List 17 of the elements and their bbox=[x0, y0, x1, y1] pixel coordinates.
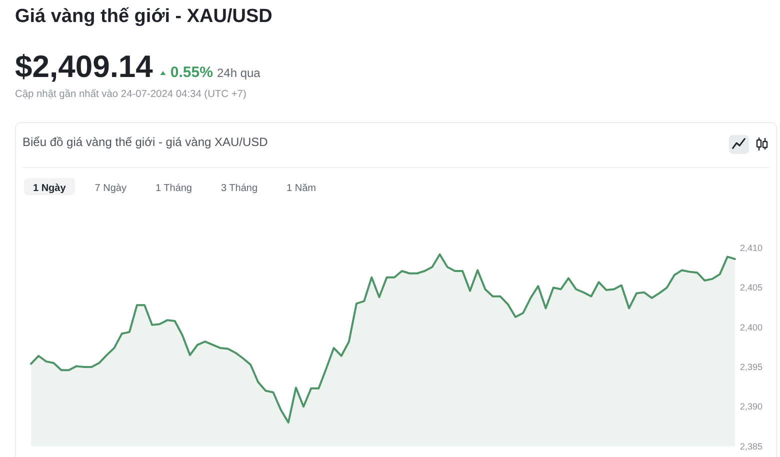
y-tick-label: 2,400 bbox=[740, 322, 763, 332]
text: 1 Ngày bbox=[33, 182, 66, 194]
text: Cập nhật gần nhất vào 24-07-2024 04:34 (UTC +7) bbox=[15, 89, 246, 100]
text: 24h qua bbox=[216, 66, 260, 80]
y-tick-label: 2,405 bbox=[740, 282, 763, 293]
text: 7 Ngày bbox=[94, 182, 126, 194]
y-tick-label: 2,410 bbox=[740, 243, 763, 253]
text: 0.55% bbox=[170, 64, 213, 81]
chart-title: Giá vàng thế giới - XAU/USD bbox=[15, 6, 272, 27]
text: $2,409.14 bbox=[15, 48, 153, 84]
text: 3 Tháng bbox=[221, 182, 258, 194]
y-tick-label: 2,390 bbox=[740, 402, 763, 412]
text: 1 Tháng bbox=[155, 182, 192, 194]
text: 1 Năm bbox=[286, 182, 316, 194]
y-tick-label: 2,395 bbox=[740, 362, 763, 372]
y-tick-label: 2,385 bbox=[740, 441, 763, 452]
chart-subtitle: Biểu đồ giá vàng thế giới - giá vàng XAU/USD bbox=[22, 135, 268, 150]
